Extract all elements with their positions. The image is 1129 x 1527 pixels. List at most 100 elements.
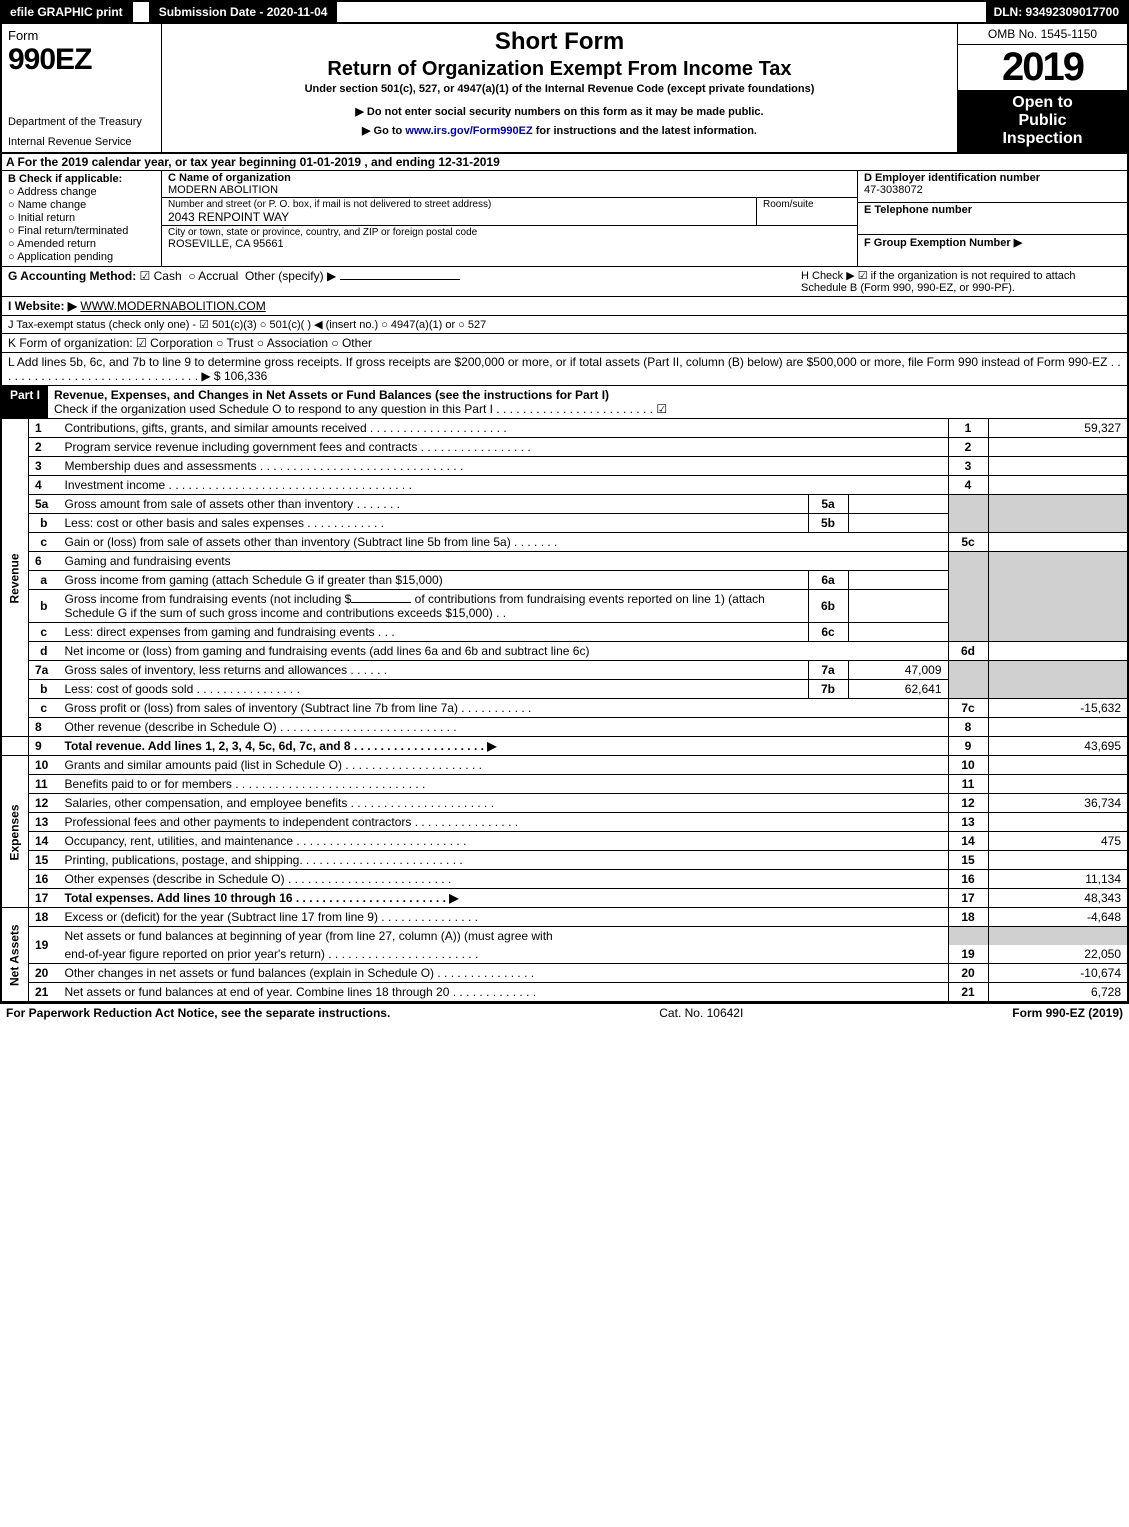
g-accrual[interactable]: Accrual bbox=[188, 269, 238, 283]
chk-final[interactable]: Final return/terminated bbox=[8, 225, 155, 237]
form-number: 990EZ bbox=[8, 43, 155, 77]
row-gh: G Accounting Method: Cash Accrual Other … bbox=[0, 267, 1129, 297]
submission-date: Submission Date - 2020-11-04 bbox=[151, 2, 338, 22]
goto-link[interactable]: www.irs.gov/Form990EZ bbox=[405, 125, 532, 137]
l17-text: Total expenses. Add lines 10 through 16 … bbox=[65, 891, 459, 905]
l11: Benefits paid to or for members . . . . … bbox=[59, 775, 949, 794]
l15: Printing, publications, postage, and shi… bbox=[59, 851, 949, 870]
street-cell: Number and street (or P. O. box, if mail… bbox=[162, 198, 757, 225]
l1: Contributions, gifts, grants, and simila… bbox=[59, 419, 949, 438]
street-val: 2043 RENPOINT WAY bbox=[168, 210, 750, 224]
c-name-lab: C Name of organization bbox=[168, 172, 851, 184]
v17: 48,343 bbox=[988, 889, 1128, 908]
footer-left: For Paperwork Reduction Act Notice, see … bbox=[6, 1006, 390, 1020]
v1: 59,327 bbox=[988, 419, 1128, 438]
chk-name[interactable]: Name change bbox=[8, 199, 155, 211]
g-other[interactable]: Other (specify) ▶ bbox=[245, 269, 336, 283]
l7b: Less: cost of goods sold . . . . . . . .… bbox=[59, 680, 809, 699]
b-header: B Check if applicable: bbox=[8, 173, 155, 185]
l19b: end-of-year figure reported on prior yea… bbox=[59, 945, 949, 964]
l4: Investment income . . . . . . . . . . . … bbox=[59, 476, 949, 495]
city-lab: City or town, state or province, country… bbox=[168, 227, 851, 238]
e-cell: E Telephone number bbox=[858, 203, 1127, 235]
room-lab: Room/suite bbox=[763, 199, 851, 210]
e-val bbox=[864, 216, 1121, 228]
l18: Excess or (deficit) for the year (Subtra… bbox=[59, 908, 949, 927]
l13: Professional fees and other payments to … bbox=[59, 813, 949, 832]
l6: Gaming and fundraising events bbox=[59, 552, 949, 571]
short-form: Short Form bbox=[170, 28, 949, 56]
l12: Salaries, other compensation, and employ… bbox=[59, 794, 949, 813]
l21: Net assets or fund balances at end of ye… bbox=[59, 983, 949, 1003]
topbar-spacer bbox=[337, 2, 985, 22]
footer-mid: Cat. No. 10642I bbox=[390, 1006, 1012, 1020]
row-i: I Website: ▶ WWW.MODERNABOLITION.COM bbox=[0, 297, 1129, 316]
l19a: Net assets or fund balances at beginning… bbox=[59, 927, 949, 946]
part1-sub: Check if the organization used Schedule … bbox=[54, 402, 667, 416]
chk-amended[interactable]: Amended return bbox=[8, 238, 155, 250]
goto-line: ▶ Go to www.irs.gov/Form990EZ for instru… bbox=[170, 124, 949, 137]
l7a: Gross sales of inventory, less returns a… bbox=[59, 661, 809, 680]
d-lab: D Employer identification number bbox=[864, 172, 1121, 184]
part1-label: Part I bbox=[2, 386, 48, 418]
chk-pending[interactable]: Application pending bbox=[8, 251, 155, 263]
l-text: L Add lines 5b, 6c, and 7b to line 9 to … bbox=[8, 355, 1121, 383]
l14: Occupancy, rent, utilities, and maintena… bbox=[59, 832, 949, 851]
col-def: D Employer identification number 47-3038… bbox=[857, 171, 1127, 266]
l16: Other expenses (describe in Schedule O) … bbox=[59, 870, 949, 889]
header-right: OMB No. 1545-1150 2019 Open to Public In… bbox=[957, 24, 1127, 152]
v20: -10,674 bbox=[988, 964, 1128, 983]
g-cash[interactable]: Cash bbox=[140, 269, 182, 283]
dln: DLN: 93492309017700 bbox=[986, 2, 1127, 22]
open-line3: Inspection bbox=[962, 130, 1123, 148]
l20: Other changes in net assets or fund bala… bbox=[59, 964, 949, 983]
e-lab: E Telephone number bbox=[864, 204, 1121, 216]
l5a: Gross amount from sale of assets other t… bbox=[59, 495, 809, 514]
page-footer: For Paperwork Reduction Act Notice, see … bbox=[0, 1003, 1129, 1022]
v7a: 47,009 bbox=[848, 661, 948, 680]
tax-year: 2019 bbox=[958, 45, 1127, 90]
h-side: H Check ▶ ☑ if the organization is not r… bbox=[801, 269, 1121, 294]
col-c: C Name of organization MODERN ABOLITION … bbox=[162, 171, 857, 266]
i-lab: I Website: ▶ bbox=[8, 299, 77, 313]
part1-title-text: Revenue, Expenses, and Changes in Net As… bbox=[54, 388, 609, 402]
room-cell: Room/suite bbox=[757, 198, 857, 225]
city-cell: City or town, state or province, country… bbox=[162, 226, 857, 251]
top-bar: efile GRAPHIC print Submission Date - 20… bbox=[0, 0, 1129, 24]
chk-initial[interactable]: Initial return bbox=[8, 212, 155, 224]
v16: 11,134 bbox=[988, 870, 1128, 889]
v19: 22,050 bbox=[988, 945, 1128, 964]
chk-address[interactable]: Address change bbox=[8, 186, 155, 198]
l6d: Net income or (loss) from gaming and fun… bbox=[59, 642, 949, 661]
f-lab: F Group Exemption Number ▶ bbox=[864, 236, 1121, 249]
goto-post: for instructions and the latest informat… bbox=[536, 125, 757, 137]
return-title: Return of Organization Exempt From Incom… bbox=[170, 58, 949, 81]
form-header: Form 990EZ Department of the Treasury In… bbox=[0, 24, 1129, 154]
v7b: 62,641 bbox=[848, 680, 948, 699]
col-b: B Check if applicable: Address change Na… bbox=[2, 171, 162, 266]
v7c: -15,632 bbox=[988, 699, 1128, 718]
expenses-vlabel: Expenses bbox=[1, 756, 29, 908]
g-side: G Accounting Method: Cash Accrual Other … bbox=[8, 269, 801, 294]
netassets-vlabel: Net Assets bbox=[1, 908, 29, 1002]
open-line1: Open to bbox=[962, 94, 1123, 112]
l5c: Gain or (loss) from sale of assets other… bbox=[59, 533, 949, 552]
website[interactable]: WWW.MODERNABOLITION.COM bbox=[80, 299, 265, 313]
l6b-blank[interactable] bbox=[351, 602, 411, 603]
l9: Total revenue. Add lines 1, 2, 3, 4, 5c,… bbox=[59, 737, 949, 756]
g-other-line[interactable] bbox=[340, 279, 460, 280]
revenue-table: Revenue 1Contributions, gifts, grants, a… bbox=[0, 419, 1129, 756]
street-lab: Number and street (or P. O. box, if mail… bbox=[168, 199, 750, 210]
l9-text: Total revenue. Add lines 1, 2, 3, 4, 5c,… bbox=[65, 739, 497, 753]
d-val: 47-3038072 bbox=[864, 184, 1121, 196]
netassets-table: Net Assets 18Excess or (deficit) for the… bbox=[0, 908, 1129, 1003]
efile-label[interactable]: efile GRAPHIC print bbox=[2, 2, 133, 22]
l5b: Less: cost or other basis and sales expe… bbox=[59, 514, 809, 533]
dept-treasury: Department of the Treasury bbox=[8, 116, 155, 128]
row-l: L Add lines 5b, 6c, and 7b to line 9 to … bbox=[0, 353, 1129, 386]
v21: 6,728 bbox=[988, 983, 1128, 1003]
c-name-val: MODERN ABOLITION bbox=[168, 184, 851, 196]
revenue-vlabel: Revenue bbox=[1, 419, 29, 737]
city-val: ROSEVILLE, CA 95661 bbox=[168, 238, 851, 250]
part1-header: Part I Revenue, Expenses, and Changes in… bbox=[0, 386, 1129, 419]
